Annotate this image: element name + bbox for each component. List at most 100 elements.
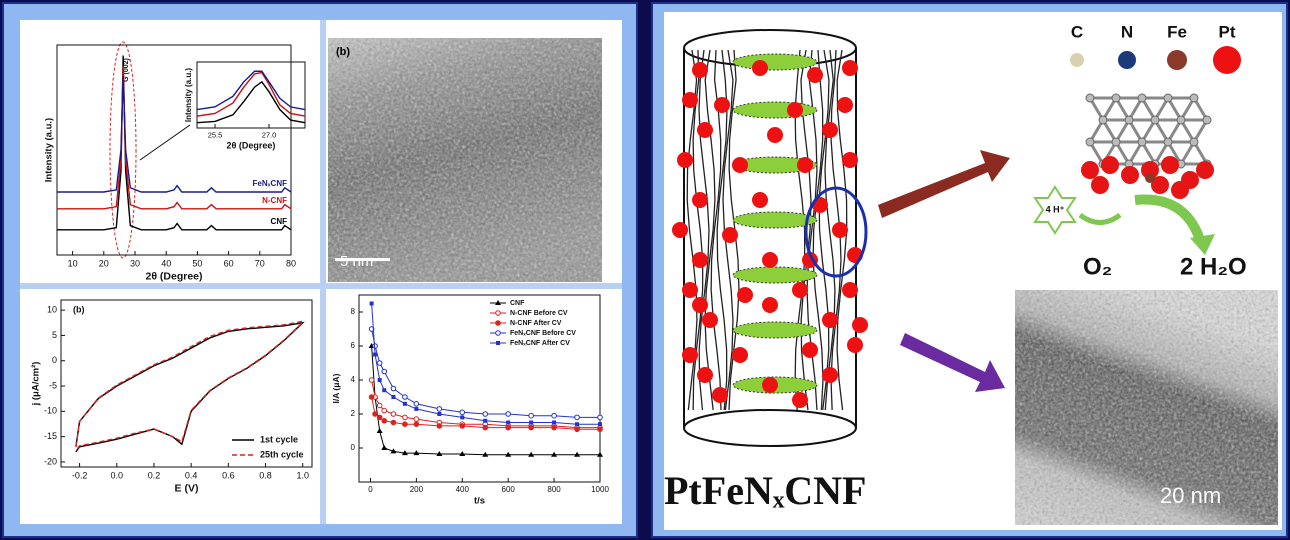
- y-tick-label: 4: [351, 375, 356, 384]
- tem-image: [328, 38, 602, 282]
- fiber: [704, 49, 716, 411]
- legend-label: 1st cycle: [260, 434, 298, 444]
- x-tick-label: 0: [368, 485, 373, 494]
- legend-label: N-CNF Before CV: [510, 310, 568, 317]
- pt-particle: [792, 282, 808, 298]
- marker: [413, 416, 420, 422]
- carbon-atom: [1163, 93, 1173, 103]
- x-axis-label: 2θ (Degree): [145, 270, 202, 282]
- pt-particle: [832, 222, 848, 238]
- x-tick-label: 60: [224, 258, 234, 268]
- pt-particle: [737, 287, 753, 303]
- pt-particle: [802, 342, 818, 358]
- marker: [402, 394, 408, 400]
- carbon-atom: [1124, 115, 1134, 125]
- carbon-atom: [1085, 137, 1095, 147]
- pt-particle: [807, 67, 823, 83]
- marker: [376, 428, 383, 433]
- legend-label: FeNₓCNF Before CV: [510, 330, 576, 337]
- fiber: [818, 49, 830, 411]
- pt-particle: [697, 367, 713, 383]
- pt-particle: [672, 222, 688, 238]
- marker: [598, 422, 602, 427]
- marker: [597, 426, 603, 433]
- marker: [414, 406, 419, 411]
- marker: [575, 422, 580, 427]
- x-tick-label: 0.0: [111, 470, 124, 480]
- carbon-atom: [1111, 93, 1121, 103]
- pt-particle: [712, 387, 728, 403]
- marker: [390, 419, 397, 426]
- y-tick-label: 0: [52, 355, 57, 365]
- atom-legend-swatch: [1167, 50, 1187, 70]
- series-line: [57, 76, 292, 193]
- y-tick-label: -15: [44, 431, 57, 441]
- y-axis-label: I/A (μA): [331, 373, 341, 403]
- x-axis-label: E (V): [175, 482, 199, 494]
- legend-label: CNF: [271, 217, 288, 226]
- nitrogen-ring: [732, 266, 818, 284]
- marker: [528, 412, 534, 419]
- marker: [459, 423, 466, 429]
- marker: [436, 450, 443, 456]
- series-line: [196, 70, 306, 111]
- x-axis-label: 2θ (Degree): [227, 140, 276, 150]
- marker: [551, 412, 557, 419]
- graphene-model: [1081, 93, 1214, 199]
- scale-bar-label: 5 nm: [340, 253, 373, 270]
- pt-particle: [752, 60, 768, 76]
- marker: [483, 418, 488, 423]
- marker: [459, 450, 466, 456]
- legend-marker: [495, 330, 501, 336]
- marker: [390, 411, 397, 417]
- pt-particle: [1141, 161, 1159, 179]
- x-tick-label: 40: [161, 258, 171, 268]
- pt-particle: [697, 122, 713, 138]
- x-tick-label: 20: [99, 258, 109, 268]
- marker: [381, 418, 388, 424]
- pt-particle: [797, 157, 813, 173]
- x-tick-label: 27.0: [262, 130, 277, 139]
- panel-label: (b): [73, 304, 85, 314]
- pt-particle: [842, 282, 858, 298]
- x-axis-label: t/s: [474, 496, 485, 507]
- x-tick-label: 50: [192, 258, 202, 268]
- marker: [505, 411, 511, 417]
- material-label: PtFeNₓCNF: [664, 468, 866, 513]
- x-tick-label: 30: [130, 258, 140, 268]
- marker: [459, 409, 466, 416]
- marker: [528, 424, 534, 431]
- pt-particle: [692, 252, 708, 268]
- atom-legend-label: Pt: [1219, 22, 1236, 41]
- marker: [574, 451, 581, 457]
- marker: [460, 415, 465, 420]
- x-tick-label: 10: [68, 258, 78, 268]
- atom-legend-swatch: [1070, 53, 1084, 67]
- y-tick-label: -20: [44, 456, 57, 466]
- y-tick-label: 10: [47, 304, 57, 314]
- nitrogen-ring: [732, 53, 818, 71]
- carbon-atom: [1137, 93, 1147, 103]
- marker: [402, 401, 407, 406]
- series-line: [57, 65, 292, 210]
- marker: [381, 445, 388, 450]
- pt-particle: [852, 317, 868, 333]
- x-tick-label: -0.2: [72, 470, 88, 480]
- marker: [506, 420, 511, 425]
- scale-bar-label: 20 nm: [1160, 483, 1221, 508]
- nitrogen-ring: [732, 321, 818, 339]
- pt-particle: [1171, 181, 1189, 199]
- marker: [382, 388, 387, 393]
- pt-particle: [692, 62, 708, 78]
- marker: [376, 360, 383, 366]
- x-tick-label: 0.8: [259, 470, 272, 480]
- pt-particle: [1151, 176, 1169, 194]
- y-axis-label: Intensity (a.u.): [184, 68, 193, 123]
- pt-particle: [732, 347, 748, 363]
- pt-particle: [682, 347, 698, 363]
- pt-particle: [787, 102, 803, 118]
- x-tick-label: 0.2: [148, 470, 161, 480]
- marker: [369, 301, 374, 306]
- legend-label: FeNₓCNF After CV: [510, 340, 570, 347]
- carbon-atom: [1137, 137, 1147, 147]
